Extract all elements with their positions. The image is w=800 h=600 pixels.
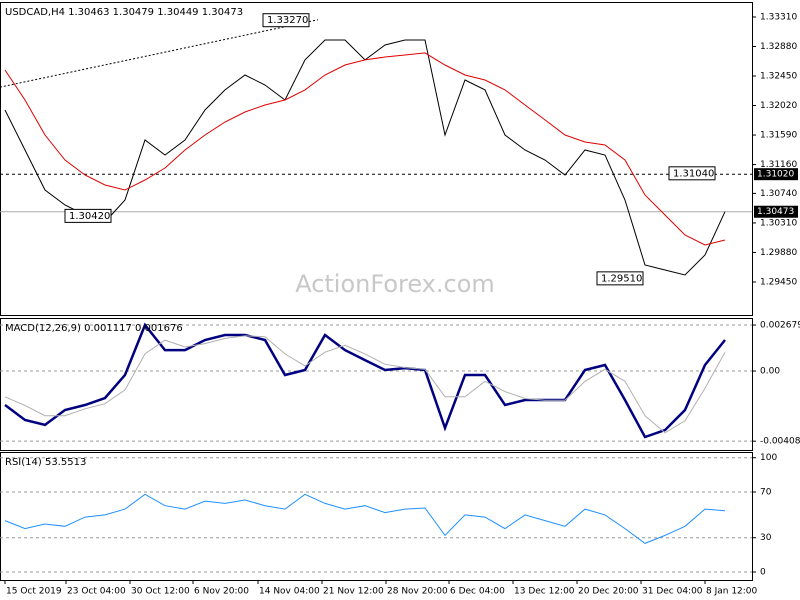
x-tick-label: 23 Oct 04:00 <box>67 587 126 597</box>
y-tick-label: 100 <box>760 453 777 463</box>
x-tick-label: 8 Jan 12:00 <box>706 587 758 597</box>
x-tick-label: 30 Oct 12:00 <box>131 587 190 597</box>
y-tick-label: 1.31160 <box>760 160 797 170</box>
x-tick-label: 31 Dec 04:00 <box>642 587 703 597</box>
annotation-box <box>64 208 112 223</box>
panel <box>0 452 753 581</box>
x-tick-label: 14 Nov 04:00 <box>259 587 320 597</box>
series-line <box>4 52 726 246</box>
annotation-label: 1.30420 <box>69 211 110 222</box>
y-tick-label: 0 <box>760 568 766 578</box>
panel-title: USDCAD,H4 1.30463 1.30479 1.30449 1.3047… <box>5 7 243 18</box>
y-tick-label: -0.004086 <box>760 437 800 447</box>
annotation-label: 1.33270 <box>267 15 308 26</box>
annotation-label: 1.31040 <box>673 168 714 179</box>
y-tick-label: 1.29450 <box>760 277 797 287</box>
annotation-box <box>596 271 644 286</box>
y-tick-label: 1.30310 <box>760 218 797 228</box>
annotation-label: 1.29510 <box>601 273 642 284</box>
panel-title: RSI(14) 53.5513 <box>5 457 86 468</box>
x-tick-label: 6 Dec 04:00 <box>450 587 505 597</box>
x-tick-label: 15 Oct 2019 <box>6 587 62 597</box>
panel-title: MACD(12,26,9) 0.001117 0.001676 <box>5 323 183 334</box>
y-tick-label: 0.00 <box>760 367 780 377</box>
y-tick-label: 70 <box>760 488 772 498</box>
price-label: 1.31020 <box>757 170 794 180</box>
y-tick-label: 1.32020 <box>760 101 797 111</box>
series-line <box>4 493 726 544</box>
y-tick-label: 1.33310 <box>760 12 797 22</box>
y-tick-label: 30 <box>760 533 772 543</box>
x-tick-label: 28 Nov 20:00 <box>387 587 448 597</box>
annotation-box <box>668 166 716 181</box>
x-tick-label: 6 Nov 20:00 <box>194 587 249 597</box>
panel <box>0 318 753 451</box>
y-tick-label: 1.31590 <box>760 131 797 141</box>
series-line <box>4 335 726 434</box>
y-tick-label: 0.002679 <box>760 321 800 331</box>
watermark: ActionForex.com <box>295 270 495 298</box>
y-tick-label: 1.32450 <box>760 72 797 82</box>
price-label: 1.30473 <box>757 207 794 217</box>
price-label-box <box>754 168 798 181</box>
y-tick-label: 1.29880 <box>760 248 797 258</box>
x-tick-label: 13 Dec 12:00 <box>514 587 575 597</box>
x-tick-label: 21 Nov 12:00 <box>323 587 384 597</box>
series-line <box>4 322 726 439</box>
y-tick-label: 1.30740 <box>760 189 797 199</box>
x-tick-label: 20 Dec 20:00 <box>578 587 639 597</box>
annotation-box <box>262 13 310 28</box>
price-label-box <box>754 205 798 218</box>
panel <box>0 2 753 316</box>
y-tick-label: 1.32880 <box>760 42 797 52</box>
